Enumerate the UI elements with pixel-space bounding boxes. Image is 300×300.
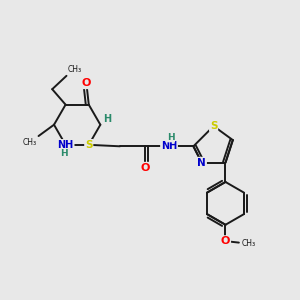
Text: S: S: [85, 140, 92, 150]
Text: O: O: [221, 236, 230, 246]
Text: H: H: [60, 149, 68, 158]
Text: S: S: [210, 121, 218, 131]
Text: NH: NH: [161, 141, 177, 151]
Text: NH: NH: [58, 140, 74, 150]
Text: H: H: [167, 133, 175, 142]
Text: O: O: [141, 163, 150, 173]
Text: H: H: [103, 114, 111, 124]
Text: CH₃: CH₃: [68, 65, 82, 74]
Text: O: O: [82, 78, 91, 88]
Text: CH₃: CH₃: [23, 137, 37, 146]
Text: N: N: [197, 158, 206, 168]
Text: CH₃: CH₃: [242, 239, 256, 248]
